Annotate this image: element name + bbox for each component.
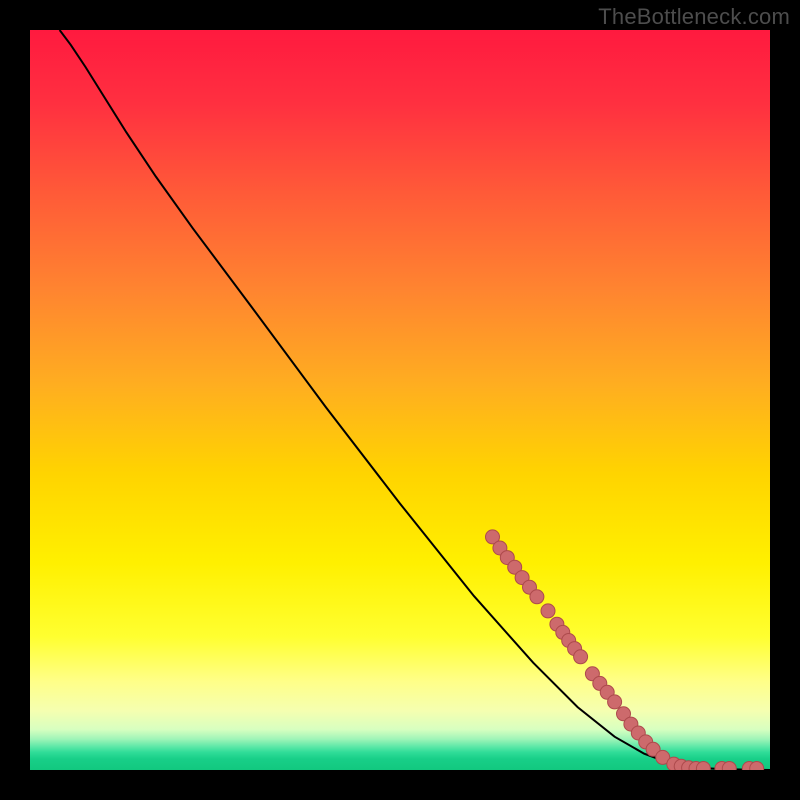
chart-svg — [30, 30, 770, 770]
chart-marker — [574, 650, 588, 664]
watermark-text: TheBottleneck.com — [598, 4, 790, 30]
chart-gradient-background — [30, 30, 770, 770]
chart-marker — [530, 590, 544, 604]
chart-marker — [608, 695, 622, 709]
chart-plot-area — [30, 30, 770, 770]
chart-marker — [541, 604, 555, 618]
